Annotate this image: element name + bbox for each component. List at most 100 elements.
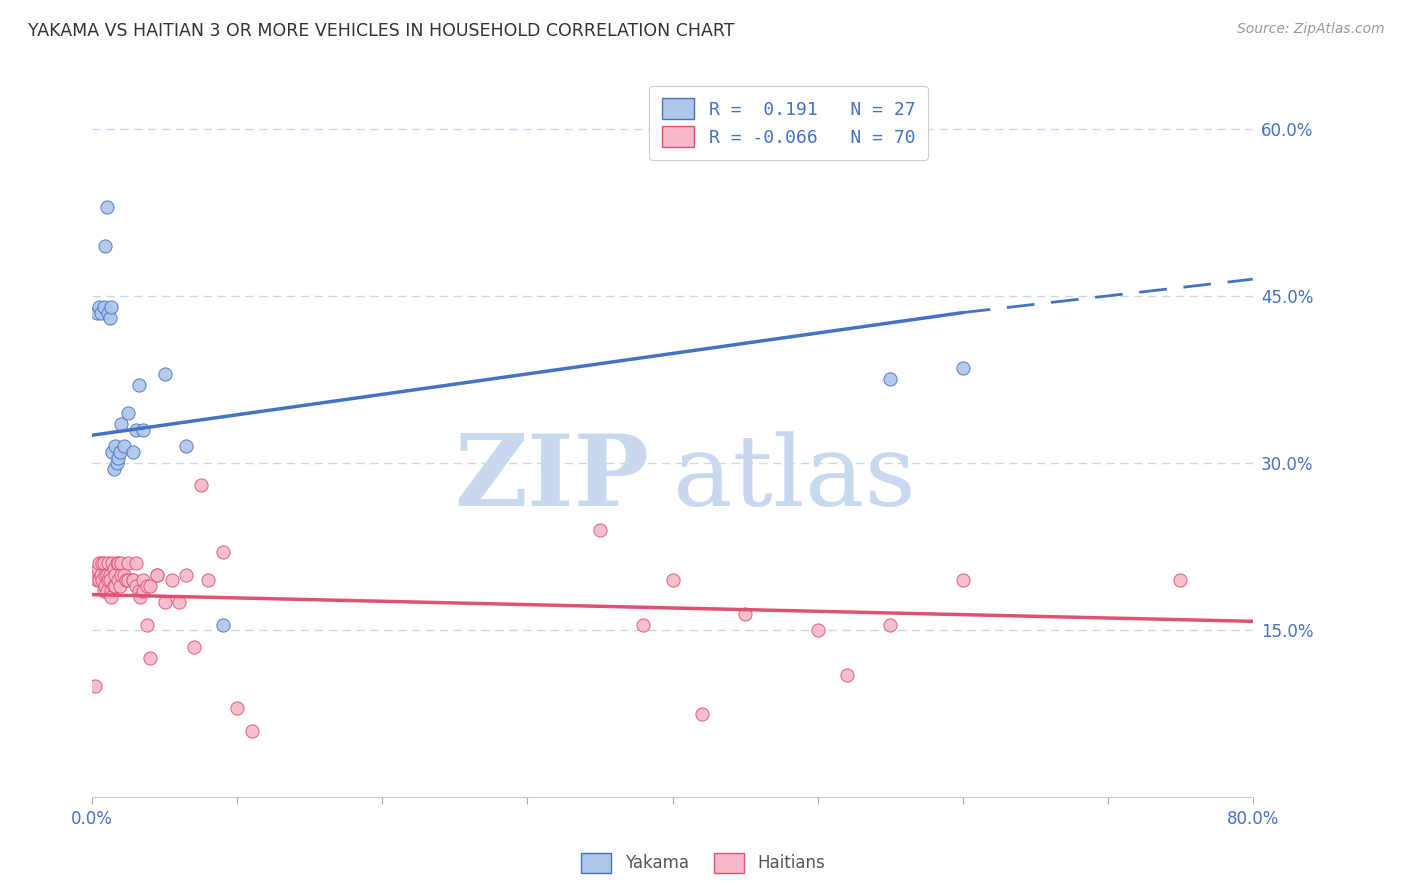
Point (97, 557, 120, 571)
Point (128, 378, 150, 392)
Point (197, 573, 219, 587)
Point (690, 706, 713, 721)
Point (93, 300, 115, 314)
Point (100, 590, 122, 604)
Point (93, 584, 115, 599)
Point (108, 579, 131, 593)
Point (94, 567, 117, 582)
Point (86, 567, 108, 582)
Point (114, 573, 136, 587)
Point (117, 573, 139, 587)
Point (176, 439, 198, 453)
Text: YAKAMA VS HAITIAN 3 OR MORE VEHICLES IN HOUSEHOLD CORRELATION CHART: YAKAMA VS HAITIAN 3 OR MORE VEHICLES IN … (28, 22, 734, 40)
Point (89, 557, 111, 571)
Point (132, 584, 155, 599)
Point (952, 573, 974, 587)
Point (125, 423, 148, 437)
Point (100, 584, 122, 599)
Point (128, 584, 150, 599)
Point (101, 557, 124, 571)
Point (167, 595, 190, 609)
Point (240, 723, 263, 738)
Point (226, 701, 249, 715)
Text: Source: ZipAtlas.com: Source: ZipAtlas.com (1237, 22, 1385, 37)
Point (97, 573, 120, 587)
Point (132, 423, 155, 437)
Point (86, 573, 108, 587)
Point (103, 562, 125, 576)
Point (91, 557, 114, 571)
Point (107, 450, 129, 465)
Point (1168, 573, 1191, 587)
Point (879, 372, 901, 386)
Point (104, 567, 127, 582)
Point (104, 579, 127, 593)
Point (734, 607, 756, 621)
Point (89, 300, 111, 314)
Point (100, 300, 122, 314)
Point (84, 679, 107, 693)
Point (105, 456, 128, 470)
Point (121, 573, 143, 587)
Point (661, 573, 683, 587)
Point (112, 439, 135, 453)
Text: ZIP: ZIP (454, 430, 650, 527)
Point (104, 439, 127, 453)
Point (98, 567, 121, 582)
Point (211, 545, 233, 559)
Point (129, 590, 152, 604)
Point (96, 200, 118, 214)
Point (93, 557, 115, 571)
Point (153, 367, 176, 381)
Legend: R =  0.191   N = 27, R = -0.066   N = 70: R = 0.191 N = 27, R = -0.066 N = 70 (650, 86, 928, 160)
Point (103, 461, 125, 475)
Point (110, 417, 132, 431)
Point (952, 361, 974, 376)
Point (879, 617, 901, 632)
Point (160, 573, 183, 587)
Point (87, 562, 110, 576)
Point (146, 567, 169, 582)
Point (107, 557, 129, 571)
Point (94, 238, 117, 252)
Point (121, 445, 143, 459)
Point (105, 557, 128, 571)
Point (107, 573, 129, 587)
Point (136, 617, 159, 632)
Point (90, 567, 112, 582)
Point (633, 617, 655, 632)
Point (139, 579, 162, 593)
Point (98, 573, 121, 587)
Point (190, 478, 212, 492)
Point (110, 557, 132, 571)
Point (91, 573, 114, 587)
Point (125, 579, 148, 593)
Point (136, 579, 159, 593)
Point (108, 445, 131, 459)
Point (139, 651, 162, 665)
Point (121, 573, 143, 587)
Point (117, 557, 139, 571)
Point (97, 305, 120, 319)
Text: atlas: atlas (672, 431, 915, 526)
Point (103, 579, 125, 593)
Point (589, 523, 612, 537)
Point (98, 311, 121, 326)
Point (835, 668, 858, 682)
Point (90, 305, 112, 319)
Point (146, 567, 169, 582)
Point (125, 557, 148, 571)
Point (176, 567, 198, 582)
Point (153, 595, 176, 609)
Point (101, 445, 124, 459)
Point (183, 640, 205, 654)
Point (211, 617, 233, 632)
Point (96, 567, 118, 582)
Point (112, 567, 135, 582)
Point (117, 406, 139, 420)
Point (89, 573, 111, 587)
Legend: Yakama, Haitians: Yakama, Haitians (575, 847, 831, 880)
Point (96, 584, 118, 599)
Point (86, 305, 108, 319)
Point (94, 579, 117, 593)
